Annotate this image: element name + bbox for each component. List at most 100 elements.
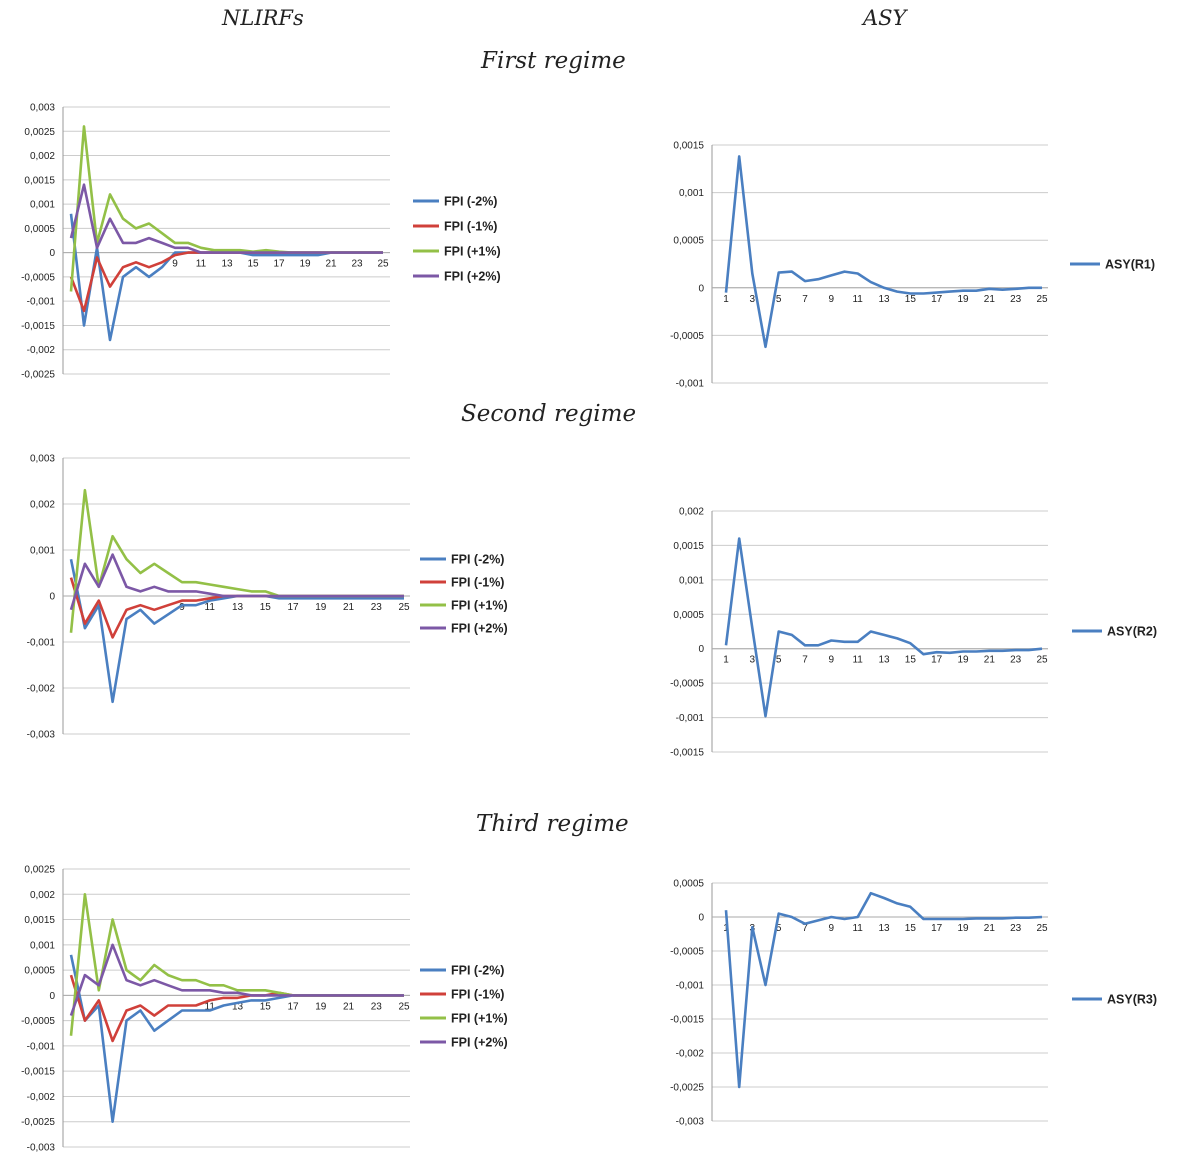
x-tick-label: 11 — [205, 1001, 216, 1012]
x-tick-label: 19 — [299, 259, 311, 270]
x-tick-label: 9 — [829, 923, 835, 934]
series-line — [69, 183, 383, 254]
x-tick-label: 13 — [232, 1001, 244, 1012]
series-line — [69, 553, 404, 611]
legend-label: FPI (+1%) — [451, 599, 508, 613]
y-tick-label: -0,001 — [676, 981, 705, 992]
y-tick-label: 0,002 — [679, 507, 704, 518]
x-tick-label: 9 — [829, 655, 835, 666]
x-tick-label: 17 — [931, 655, 943, 666]
legend-label: FPI (+2%) — [451, 1036, 508, 1050]
x-tick-label: 11 — [852, 923, 863, 934]
y-tick-label: -0,002 — [27, 684, 56, 695]
legend-label: FPI (-1%) — [451, 988, 504, 1002]
legend-label: FPI (+2%) — [451, 622, 508, 636]
y-tick-label: -0,001 — [27, 1041, 56, 1052]
x-tick-label: 21 — [343, 602, 355, 613]
x-tick-label: 21 — [984, 923, 996, 934]
y-tick-label: -0,003 — [676, 1117, 705, 1128]
legend-label: FPI (-1%) — [444, 220, 497, 234]
x-tick-label: 21 — [325, 259, 337, 270]
y-tick-label: 0 — [698, 283, 704, 294]
header-nlirfs: NLIRFs — [222, 6, 304, 30]
y-tick-label: -0,001 — [27, 297, 56, 308]
x-tick-label: 15 — [905, 923, 917, 934]
x-tick-label: 17 — [273, 259, 285, 270]
y-tick-label: 0,0005 — [24, 224, 55, 235]
x-tick-label: 15 — [247, 259, 259, 270]
y-tick-label: -0,0005 — [670, 331, 704, 342]
x-tick-label: 17 — [287, 1001, 299, 1012]
x-tick-label: 3 — [750, 655, 756, 666]
x-tick-label: 3 — [750, 294, 756, 305]
chart-5: 0,0025 0,002 0,0015 0,001 0,0005 0 -0,0005 -0,0… — [21, 865, 508, 1153]
legend-label: FPI (+2%) — [444, 270, 501, 284]
x-tick-label: 7 — [802, 923, 808, 934]
x-tick-label: 7 — [802, 294, 808, 305]
x-tick-label: 15 — [905, 655, 917, 666]
x-tick-label: 25 — [398, 1001, 410, 1012]
y-tick-label: -0,0025 — [21, 1117, 55, 1128]
y-tick-label: -0,0015 — [21, 1067, 55, 1078]
x-tick-label: 13 — [878, 294, 890, 305]
y-tick-label: 0,001 — [679, 575, 704, 586]
y-tick-label: 0,0005 — [673, 236, 704, 247]
x-tick-label: 9 — [829, 294, 835, 305]
y-tick-label: -0,002 — [676, 1049, 705, 1060]
y-tick-label: -0,0005 — [670, 947, 704, 958]
y-tick-label: -0,0025 — [21, 370, 55, 381]
y-tick-label: 0,001 — [679, 188, 704, 199]
x-tick-label: 15 — [260, 602, 272, 613]
x-tick-label: 13 — [878, 655, 890, 666]
series-line — [724, 537, 1043, 718]
y-tick-label: 0,001 — [30, 200, 55, 211]
y-tick-label: 0,002 — [30, 151, 55, 162]
x-tick-label: 17 — [931, 923, 943, 934]
x-tick-label: 13 — [878, 923, 890, 934]
x-tick-label: 23 — [371, 1001, 383, 1012]
x-tick-label: 21 — [984, 655, 996, 666]
y-tick-label: -0,002 — [27, 1092, 56, 1103]
x-tick-label: 23 — [1010, 294, 1022, 305]
x-tick-label: 21 — [343, 1001, 355, 1012]
legend-label: FPI (+1%) — [444, 245, 501, 259]
regime-title-2: Second regime — [461, 401, 637, 427]
x-tick-label: 15 — [905, 294, 917, 305]
y-tick-label: 0,003 — [30, 454, 55, 465]
legend-label: FPI (-2%) — [451, 553, 504, 567]
y-tick-label: 0 — [49, 991, 55, 1002]
y-tick-label: 0,001 — [30, 940, 55, 951]
x-tick-label: 5 — [776, 294, 782, 305]
header-asy: ASY — [863, 6, 907, 30]
series-line — [724, 891, 1043, 1089]
legend-label: FPI (-1%) — [451, 576, 504, 590]
y-tick-label: -0,0005 — [670, 679, 704, 690]
y-tick-label: 0 — [49, 248, 55, 259]
y-tick-label: 0 — [49, 592, 55, 603]
x-tick-label: 11 — [852, 655, 863, 666]
y-tick-label: -0,001 — [676, 713, 705, 724]
x-tick-label: 23 — [351, 259, 363, 270]
y-tick-label: -0,003 — [27, 1143, 56, 1153]
y-tick-label: 0,0015 — [673, 141, 704, 152]
y-tick-label: -0,0005 — [21, 272, 55, 283]
legend-label: FPI (-2%) — [451, 964, 504, 978]
x-tick-label: 7 — [802, 655, 808, 666]
chart-3: 0,003 0,002 0,001 0 -0,001 -0,002 -0,003 9 11 13 1… — [27, 454, 508, 741]
y-tick-label: 0 — [698, 644, 704, 655]
x-tick-label: 19 — [315, 1001, 327, 1012]
x-tick-label: 25 — [377, 259, 389, 270]
y-tick-label: 0,002 — [30, 500, 55, 511]
x-tick-label: 1 — [723, 655, 729, 666]
x-tick-label: 25 — [1036, 923, 1048, 934]
x-tick-label: 5 — [776, 655, 782, 666]
series-line — [69, 558, 404, 704]
y-tick-label: 0,002 — [30, 890, 55, 901]
y-tick-label: -0,0015 — [670, 1015, 704, 1026]
y-tick-label: 0,0005 — [24, 966, 55, 977]
legend-label: ASY(R3) — [1107, 993, 1157, 1007]
x-tick-label: 11 — [205, 602, 216, 613]
x-tick-label: 9 — [172, 259, 178, 270]
x-tick-label: 19 — [957, 923, 969, 934]
